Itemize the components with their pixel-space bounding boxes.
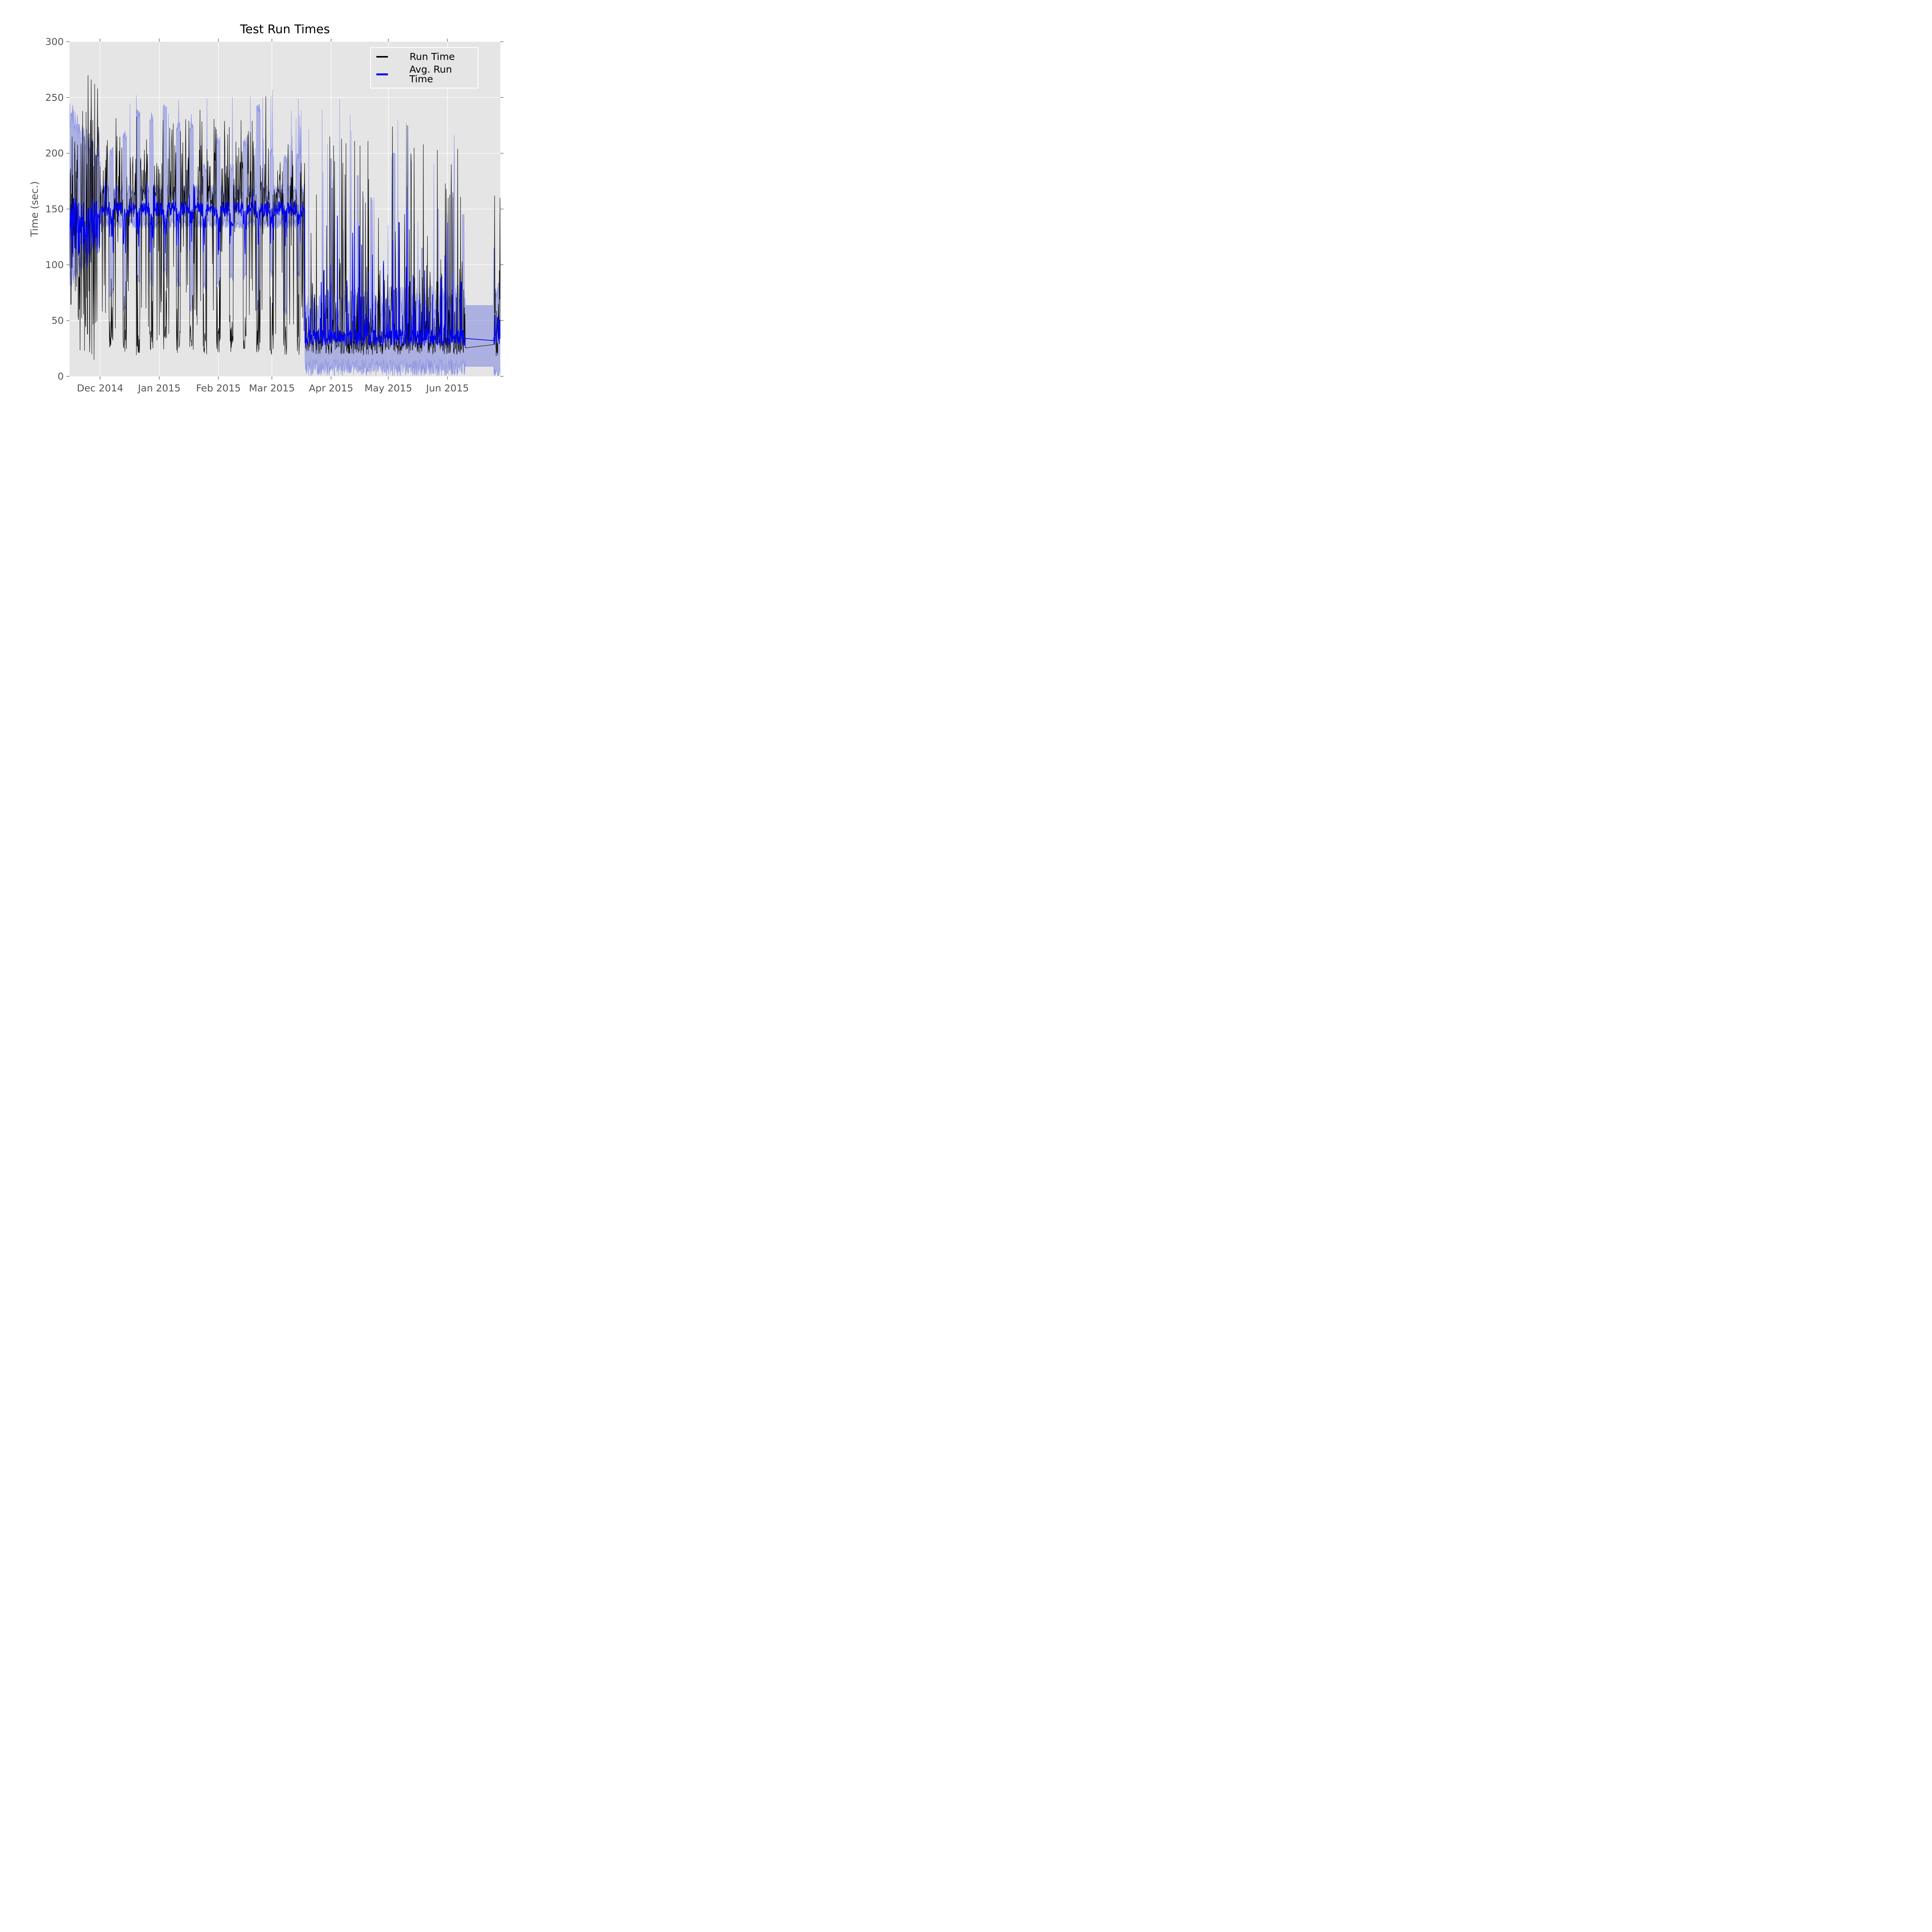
x-tick-label: Jan 2015 <box>137 383 180 394</box>
x-tick-label: Mar 2015 <box>249 383 295 394</box>
y-tick-label: 150 <box>45 204 64 215</box>
run-time-line-swatch <box>376 56 388 58</box>
tick-marks <box>66 39 503 379</box>
y-tick-label: 200 <box>45 148 64 159</box>
avg-run-time-line-swatch <box>376 73 388 75</box>
y-tick-labels: 0 50 100 150 200 250 300 <box>45 36 64 382</box>
x-tick-labels: Dec 2014 Jan 2015 Feb 2015 Mar 2015 Apr 2015… <box>77 383 469 394</box>
y-tick-label: 250 <box>45 92 64 103</box>
x-tick-label: Apr 2015 <box>309 383 353 394</box>
legend: Run Time Avg. Run Time <box>370 47 478 88</box>
test-run-times-figure: Dec 2014 Jan 2015 Feb 2015 Mar 2015 Apr 2015… <box>0 0 556 417</box>
y-tick-label: 100 <box>45 259 64 270</box>
x-tick-label: Jun 2015 <box>425 383 469 394</box>
y-tick-label: 300 <box>45 36 64 48</box>
x-tick-label: Feb 2015 <box>196 383 241 394</box>
chart-canvas: Dec 2014 Jan 2015 Feb 2015 Mar 2015 Apr 2015… <box>45 36 503 394</box>
legend-label-run-time: Run Time <box>410 51 455 62</box>
avg-run-time-series <box>70 181 500 347</box>
x-tick-label: May 2015 <box>364 383 412 394</box>
run-time-series <box>70 75 500 360</box>
chart-title: Test Run Times <box>240 22 330 36</box>
y-tick-label: 0 <box>58 371 64 382</box>
y-axis-label: Time (sec.) <box>29 181 41 237</box>
legend-item-run-time: Run Time <box>376 52 478 61</box>
legend-label-avg-run-time: Avg. Run Time <box>409 64 452 85</box>
legend-item-avg-run-time: Avg. Run Time <box>376 65 478 84</box>
x-tick-label: Dec 2014 <box>77 383 123 394</box>
y-tick-label: 50 <box>51 315 64 326</box>
